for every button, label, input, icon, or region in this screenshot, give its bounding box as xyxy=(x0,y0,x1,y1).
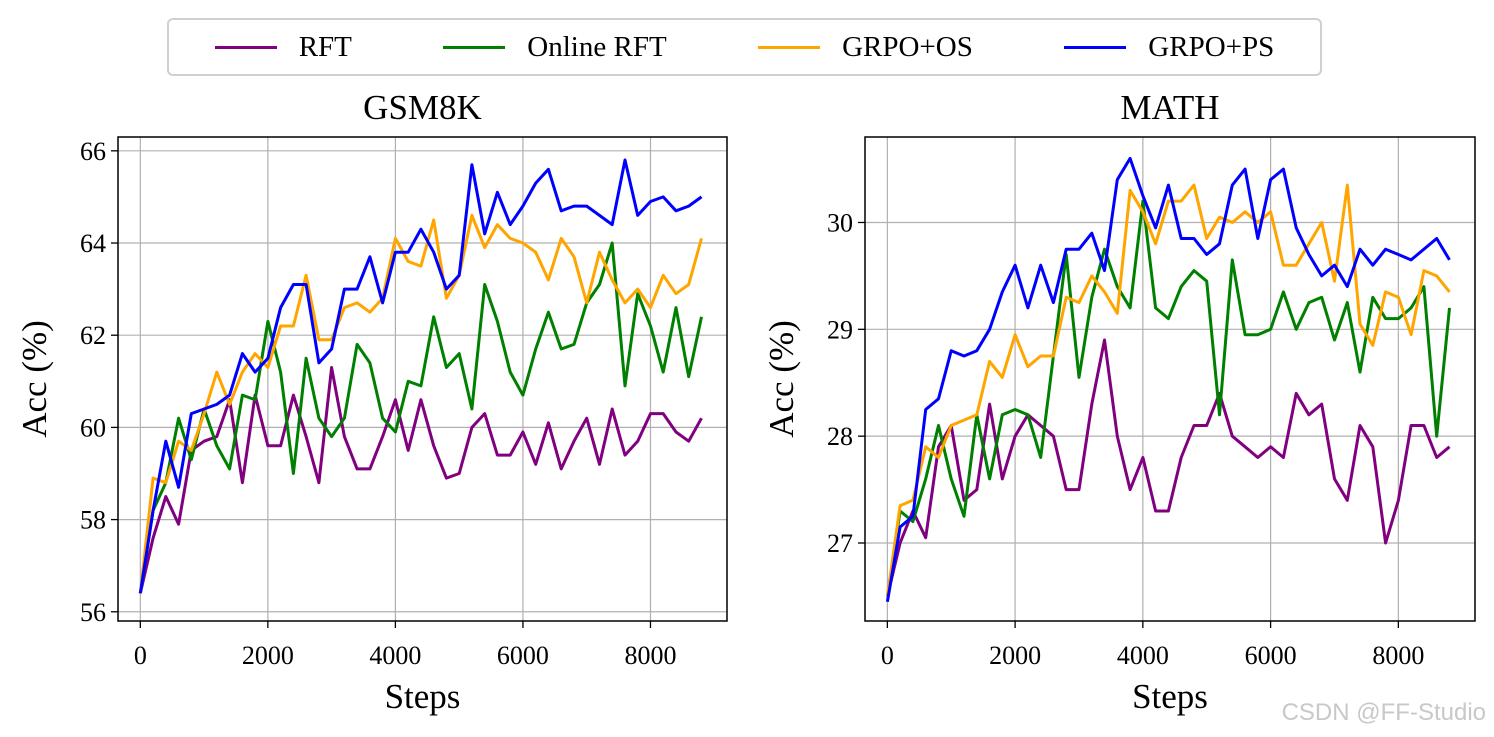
legend-swatch-grpo-os xyxy=(758,45,821,49)
series-line-grpo-ps xyxy=(138,158,703,594)
x-axis-label: Steps xyxy=(385,677,461,716)
y-tick-label: 29 xyxy=(827,315,853,344)
watermark: CSDN @FF-Studio xyxy=(1281,699,1486,726)
legend-label-rft: RFT xyxy=(298,30,352,63)
series-line-grpo-os xyxy=(885,183,1451,597)
legend-label-grpo-ps: GRPO+PS xyxy=(1148,30,1275,63)
legend-item-grpo-ps: GRPO+PS xyxy=(1064,31,1274,64)
y-tick-label: 60 xyxy=(80,413,106,442)
plot-frame xyxy=(864,136,1476,622)
chart-title: MATH xyxy=(1120,88,1219,127)
legend-swatch-grpo-ps xyxy=(1064,45,1127,49)
chart-math: 0 2000 4000 6000 8000 27 28 29 30 MATH Steps Acc (%… xyxy=(762,88,1476,716)
y-tick-label: 58 xyxy=(80,506,106,535)
y-tick-label: 62 xyxy=(80,321,106,350)
x-tick-label: 8000 xyxy=(1372,641,1424,670)
legend-swatch-online-rft xyxy=(443,45,506,49)
y-tick-label: 27 xyxy=(827,529,853,558)
legend-item-grpo-os: GRPO+OS xyxy=(758,31,973,64)
legend-label-online-rft: Online RFT xyxy=(527,30,667,63)
series-line-online-rft xyxy=(138,241,703,594)
x-tick-label: 2000 xyxy=(242,641,294,670)
y-axis-label: Acc (%) xyxy=(15,320,54,438)
x-tick-label: 8000 xyxy=(624,641,676,670)
series-line-grpo-os xyxy=(138,213,703,594)
legend-item-online-rft: Online RFT xyxy=(443,30,667,64)
x-tick-label: 6000 xyxy=(497,641,549,670)
series-line-rft xyxy=(138,366,703,594)
legend-item-rft: RFT xyxy=(214,30,352,64)
x-axis-label: Steps xyxy=(1132,677,1208,716)
y-tick-label: 64 xyxy=(80,229,106,258)
y-axis-label: Acc (%) xyxy=(762,320,801,438)
series-line-rft xyxy=(885,338,1451,597)
plot-frame xyxy=(117,136,728,622)
x-tick-label: 4000 xyxy=(369,641,421,670)
x-tick-label: 0 xyxy=(881,641,894,670)
y-tick-label: 56 xyxy=(80,598,106,627)
y-tick-label: 30 xyxy=(827,208,853,237)
chart-gsm8k: 0 2000 4000 6000 8000 56 58 60 62 64 66 GSM8K Steps A… xyxy=(15,88,728,716)
x-tick-label: 0 xyxy=(134,641,147,670)
legend: RFT Online RFT GRPO+OS GRPO+PS xyxy=(167,18,1322,76)
series-line-grpo-ps xyxy=(885,156,1451,603)
x-tick-label: 2000 xyxy=(989,641,1041,670)
legend-label-grpo-os: GRPO+OS xyxy=(842,30,973,63)
series-line-online-rft xyxy=(885,199,1451,597)
legend-swatch-rft xyxy=(214,45,277,49)
x-tick-label: 4000 xyxy=(1117,641,1169,670)
y-tick-label: 28 xyxy=(827,422,853,451)
x-tick-label: 6000 xyxy=(1245,641,1297,670)
y-tick-label: 66 xyxy=(80,137,106,166)
chart-title: GSM8K xyxy=(363,88,482,127)
